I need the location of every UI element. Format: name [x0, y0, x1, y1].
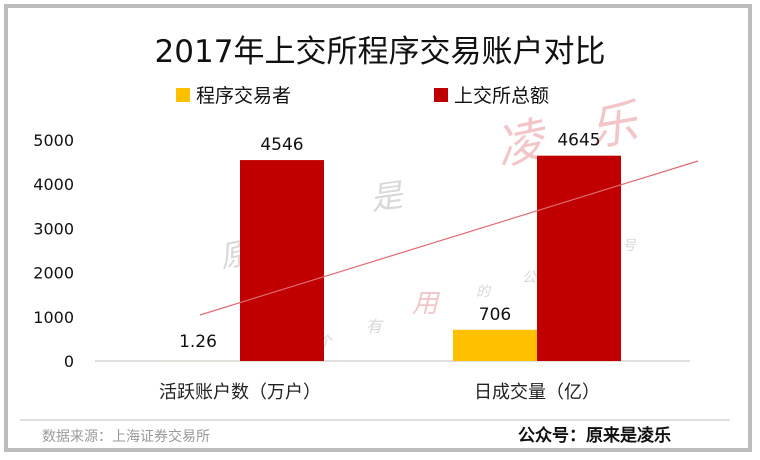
- data-label-series0-cat1: 706: [479, 305, 511, 325]
- x-axis: 活跃账户数（万户） 日成交量（亿）: [159, 382, 600, 403]
- legend-label-program-traders: 程序交易者: [196, 85, 291, 107]
- watermark-diagonal-line: [199, 160, 699, 316]
- legend-label-sse-total: 上交所总额: [454, 85, 549, 107]
- data-labels: 1.26 706 4546 4645: [179, 131, 601, 352]
- x-tick-label-1: 日成交量（亿）: [474, 382, 600, 403]
- bar-series1-cat1: [537, 155, 621, 361]
- bar-series1-cat0: [240, 160, 324, 361]
- y-tick-label-0: 0: [64, 352, 74, 371]
- bar-series0-cat1: [453, 329, 537, 361]
- legend-swatch-program-traders: [176, 88, 190, 102]
- y-axis: 0 1000 2000 3000 4000 5000: [33, 131, 74, 371]
- data-label-series0-cat0: 1.26: [179, 332, 217, 352]
- y-tick-label-3: 3000: [33, 219, 74, 238]
- y-tick-label-2: 2000: [33, 264, 74, 283]
- account-name: 公众号：原来是凌乐: [518, 425, 671, 446]
- y-tick-label-4: 4000: [33, 175, 74, 194]
- data-label-series1-cat0: 4546: [260, 135, 303, 155]
- legend-swatch-sse-total: [434, 88, 448, 102]
- y-tick-label-5: 5000: [33, 131, 74, 150]
- data-label-series1-cat1: 4645: [557, 131, 600, 151]
- y-tick-label-1: 1000: [33, 308, 74, 327]
- watermark: 原来是凌乐一个有用的公众号: [216, 94, 645, 356]
- watermark-sub-char-3: 用: [412, 289, 441, 319]
- watermark-sub-char-7: 号: [622, 238, 637, 254]
- bars: [156, 155, 621, 361]
- watermark-char-2: 是: [368, 176, 407, 218]
- chart-title: 2017年上交所程序交易账户对比: [155, 34, 606, 70]
- watermark-sub-char-5: 公: [522, 270, 538, 286]
- x-tick-label-0: 活跃账户数（万户）: [159, 382, 321, 403]
- data-source: 数据来源：上海证券交易所: [42, 428, 210, 445]
- chart-frame: [4, 4, 752, 452]
- watermark-sub-char-4: 的: [476, 284, 492, 300]
- watermark-sub-char-2: 有: [366, 317, 384, 336]
